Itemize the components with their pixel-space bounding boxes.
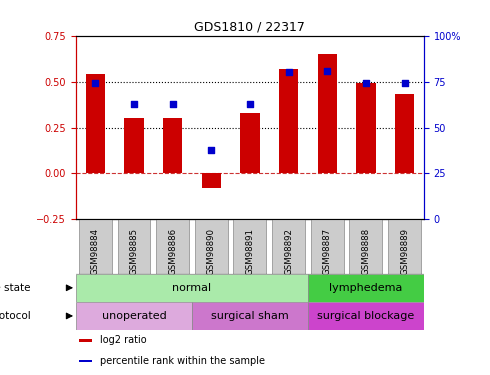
- Bar: [356, 83, 375, 173]
- Text: GSM98886: GSM98886: [168, 228, 177, 274]
- FancyBboxPatch shape: [349, 219, 382, 274]
- Text: normal: normal: [172, 283, 212, 293]
- Text: log2 ratio: log2 ratio: [100, 335, 147, 345]
- Bar: [163, 118, 182, 173]
- Bar: [240, 113, 260, 173]
- Point: [323, 68, 331, 74]
- FancyBboxPatch shape: [308, 274, 424, 302]
- FancyBboxPatch shape: [308, 302, 424, 330]
- Bar: [86, 74, 105, 173]
- Bar: [318, 54, 337, 173]
- FancyBboxPatch shape: [311, 219, 343, 274]
- Bar: [79, 360, 92, 362]
- Text: surgical blockage: surgical blockage: [317, 311, 415, 321]
- Point: [401, 80, 409, 86]
- Bar: [279, 69, 298, 173]
- Point: [91, 80, 99, 86]
- Text: lymphedema: lymphedema: [329, 283, 403, 293]
- Title: GDS1810 / 22317: GDS1810 / 22317: [195, 20, 305, 33]
- FancyBboxPatch shape: [233, 219, 267, 274]
- Text: GSM98891: GSM98891: [245, 228, 254, 274]
- Text: disease state: disease state: [0, 283, 31, 293]
- Bar: [201, 173, 221, 188]
- FancyBboxPatch shape: [272, 219, 305, 274]
- Text: unoperated: unoperated: [101, 311, 166, 321]
- Text: GSM98892: GSM98892: [284, 228, 293, 274]
- Text: percentile rank within the sample: percentile rank within the sample: [100, 356, 265, 366]
- Point: [130, 100, 138, 106]
- Text: GSM98887: GSM98887: [323, 228, 332, 274]
- Point: [169, 100, 176, 106]
- FancyBboxPatch shape: [388, 219, 421, 274]
- FancyBboxPatch shape: [192, 302, 308, 330]
- FancyBboxPatch shape: [79, 219, 112, 274]
- FancyBboxPatch shape: [156, 219, 189, 274]
- Point: [362, 80, 370, 86]
- Text: GSM98890: GSM98890: [207, 228, 216, 274]
- Bar: [395, 94, 414, 173]
- Text: GSM98888: GSM98888: [361, 228, 370, 274]
- Text: GSM98885: GSM98885: [129, 228, 139, 274]
- Text: GSM98889: GSM98889: [400, 228, 409, 274]
- FancyBboxPatch shape: [76, 302, 192, 330]
- FancyBboxPatch shape: [118, 219, 150, 274]
- Point: [207, 147, 215, 153]
- Point: [246, 100, 254, 106]
- Point: [285, 69, 293, 75]
- FancyBboxPatch shape: [195, 219, 228, 274]
- Text: surgical sham: surgical sham: [211, 311, 289, 321]
- FancyBboxPatch shape: [76, 274, 308, 302]
- Text: protocol: protocol: [0, 311, 31, 321]
- Bar: [79, 339, 92, 342]
- Bar: [124, 118, 144, 173]
- Text: GSM98884: GSM98884: [91, 228, 100, 274]
